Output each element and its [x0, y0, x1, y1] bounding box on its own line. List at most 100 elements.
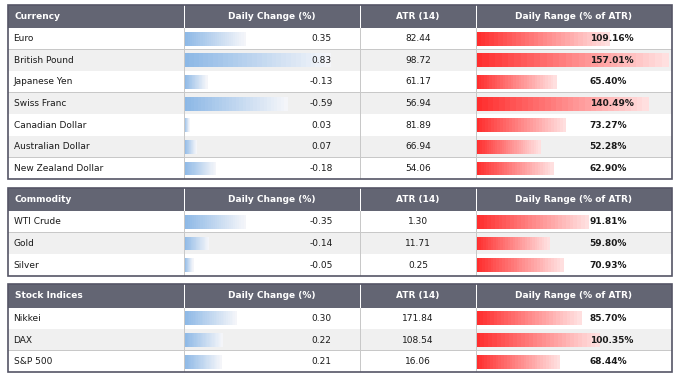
- Bar: [194, 311, 197, 325]
- Bar: [534, 32, 539, 46]
- Bar: [196, 140, 197, 154]
- Bar: [194, 162, 195, 175]
- Bar: [613, 97, 620, 110]
- Bar: [562, 97, 568, 110]
- Bar: [214, 162, 216, 175]
- Bar: [504, 311, 508, 325]
- Bar: [8, 49, 672, 71]
- Bar: [223, 215, 226, 229]
- Bar: [543, 215, 548, 229]
- Bar: [221, 215, 224, 229]
- Bar: [188, 97, 192, 110]
- Text: 82.44: 82.44: [405, 34, 430, 43]
- Bar: [515, 162, 517, 175]
- Bar: [511, 258, 514, 272]
- Bar: [233, 54, 238, 67]
- Bar: [8, 351, 672, 372]
- Bar: [513, 75, 517, 89]
- Bar: [214, 311, 216, 325]
- Bar: [186, 162, 188, 175]
- Bar: [186, 118, 187, 132]
- Bar: [211, 355, 213, 369]
- Bar: [189, 140, 190, 154]
- Bar: [190, 333, 192, 347]
- Bar: [519, 140, 522, 154]
- Bar: [204, 355, 205, 369]
- Bar: [543, 355, 547, 369]
- Bar: [489, 54, 496, 67]
- Bar: [573, 215, 578, 229]
- Bar: [537, 258, 541, 272]
- Bar: [483, 215, 488, 229]
- Bar: [218, 355, 219, 369]
- Text: Daily Change (%): Daily Change (%): [228, 291, 316, 300]
- Bar: [219, 97, 223, 110]
- Bar: [188, 118, 189, 132]
- Bar: [537, 236, 540, 250]
- Bar: [510, 140, 513, 154]
- Bar: [500, 311, 505, 325]
- Bar: [540, 54, 547, 67]
- Bar: [185, 162, 187, 175]
- Bar: [540, 258, 543, 272]
- Bar: [479, 75, 482, 89]
- Bar: [197, 236, 198, 250]
- Bar: [579, 97, 585, 110]
- Bar: [190, 162, 192, 175]
- Text: 56.94: 56.94: [405, 99, 431, 108]
- Bar: [500, 236, 504, 250]
- Bar: [557, 258, 560, 272]
- Bar: [208, 236, 209, 250]
- Bar: [533, 333, 538, 347]
- Bar: [243, 97, 247, 110]
- Bar: [536, 215, 541, 229]
- Bar: [194, 355, 196, 369]
- Bar: [534, 236, 538, 250]
- Bar: [192, 258, 193, 272]
- Bar: [197, 215, 199, 229]
- Bar: [530, 75, 532, 89]
- Bar: [583, 333, 588, 347]
- Bar: [197, 236, 199, 250]
- Text: ATR (14): ATR (14): [396, 12, 440, 21]
- Bar: [495, 54, 503, 67]
- Bar: [200, 355, 202, 369]
- Text: WTI Crude: WTI Crude: [14, 217, 61, 226]
- Bar: [579, 32, 583, 46]
- Bar: [513, 258, 517, 272]
- Bar: [192, 162, 194, 175]
- Text: 0.22: 0.22: [311, 336, 331, 345]
- Bar: [194, 140, 195, 154]
- Bar: [209, 311, 211, 325]
- Bar: [566, 215, 571, 229]
- Bar: [214, 333, 216, 347]
- Bar: [539, 118, 543, 132]
- Bar: [248, 54, 253, 67]
- Bar: [228, 311, 231, 325]
- Bar: [499, 97, 505, 110]
- Bar: [496, 333, 501, 347]
- Bar: [207, 236, 209, 250]
- Bar: [188, 333, 190, 347]
- Bar: [476, 28, 477, 49]
- Bar: [187, 140, 188, 154]
- Bar: [286, 54, 292, 67]
- Bar: [560, 258, 564, 272]
- Bar: [598, 54, 605, 67]
- Bar: [8, 284, 672, 372]
- Bar: [504, 355, 507, 369]
- Bar: [291, 54, 296, 67]
- Bar: [570, 32, 575, 46]
- Bar: [184, 188, 185, 211]
- Bar: [550, 162, 554, 175]
- Text: 1.30: 1.30: [408, 217, 428, 226]
- Bar: [545, 75, 549, 89]
- Bar: [515, 236, 518, 250]
- Bar: [494, 311, 498, 325]
- Bar: [488, 355, 491, 369]
- Bar: [530, 162, 533, 175]
- Text: Nikkei: Nikkei: [14, 314, 41, 323]
- Bar: [543, 75, 546, 89]
- Bar: [192, 140, 194, 154]
- Bar: [192, 258, 194, 272]
